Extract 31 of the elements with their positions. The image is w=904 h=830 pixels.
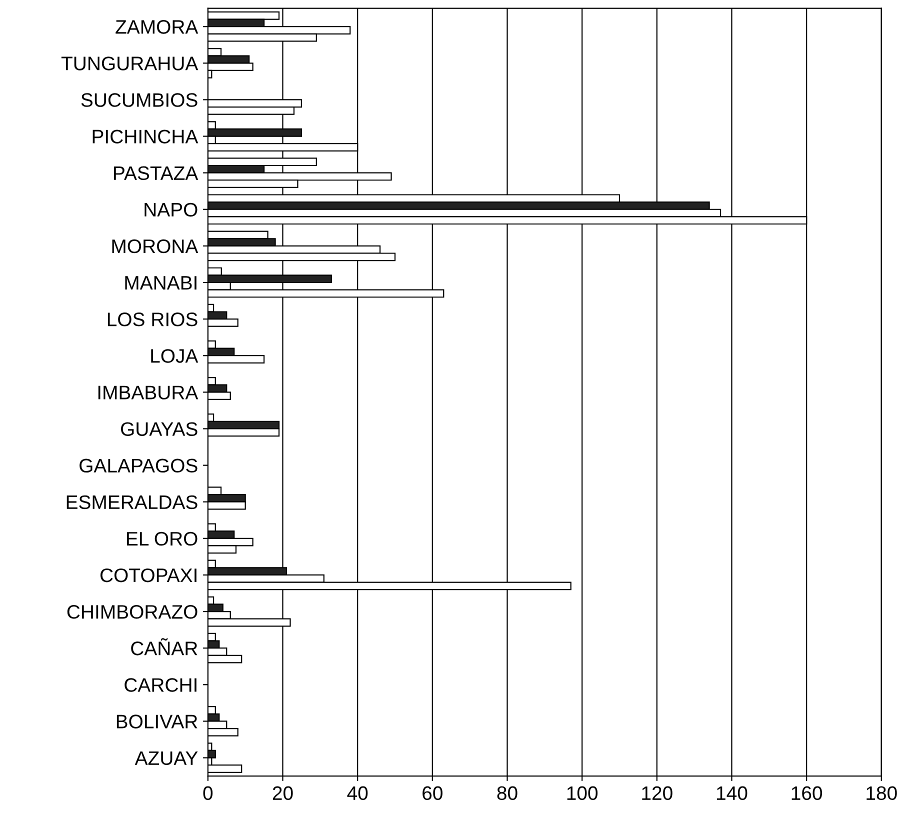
x-tick-label: 120 bbox=[642, 786, 672, 800]
y-tick-label: COTOPAXI bbox=[100, 568, 196, 582]
x-tick-label: 40 bbox=[347, 786, 368, 800]
y-tick-label: NAPO bbox=[144, 202, 198, 217]
y-tick-label: AZUAY bbox=[134, 751, 198, 766]
y-tick-label: CARCHI bbox=[124, 678, 196, 692]
y-tick-label: LOS RIOS bbox=[108, 312, 198, 326]
y-tick-label: EL ORO bbox=[127, 532, 198, 546]
y-tick-label: PASTAZA bbox=[114, 166, 198, 180]
x-tick-label: 20 bbox=[272, 786, 293, 800]
y-tick-label: PICHINCHA bbox=[92, 130, 198, 144]
x-tick-label: 160 bbox=[792, 786, 822, 800]
y-tick-label: IMBABURA bbox=[98, 386, 198, 400]
y-tick-label: LOJA bbox=[151, 349, 198, 363]
x-tick-label: 0 bbox=[203, 786, 213, 800]
x-tick-label: 180 bbox=[866, 786, 897, 800]
x-tick-label: 100 bbox=[567, 786, 598, 800]
y-tick-label: ZAMORA bbox=[116, 20, 198, 34]
x-tick-label: 80 bbox=[497, 786, 518, 800]
y-tick-label: CHIMBORAZO bbox=[67, 605, 198, 619]
y-tick-label: TUNGURAHUA bbox=[61, 56, 198, 70]
y-tick-label: MORONA bbox=[112, 239, 198, 254]
y-tick-label: CAÑAR bbox=[131, 638, 198, 656]
y-tick-label: ESMERALDAS bbox=[66, 495, 198, 510]
y-tick-label: GALAPAGOS bbox=[80, 458, 198, 473]
y-tick-label: SUCUMBIOS bbox=[81, 93, 198, 107]
y-tick-label: GUAYAS bbox=[120, 422, 198, 436]
y-tick-label: MANABI bbox=[125, 276, 196, 290]
x-tick-label: 140 bbox=[717, 786, 748, 800]
x-tick-label: 60 bbox=[422, 786, 442, 800]
y-tick-label: BOLIVAR bbox=[116, 714, 198, 728]
